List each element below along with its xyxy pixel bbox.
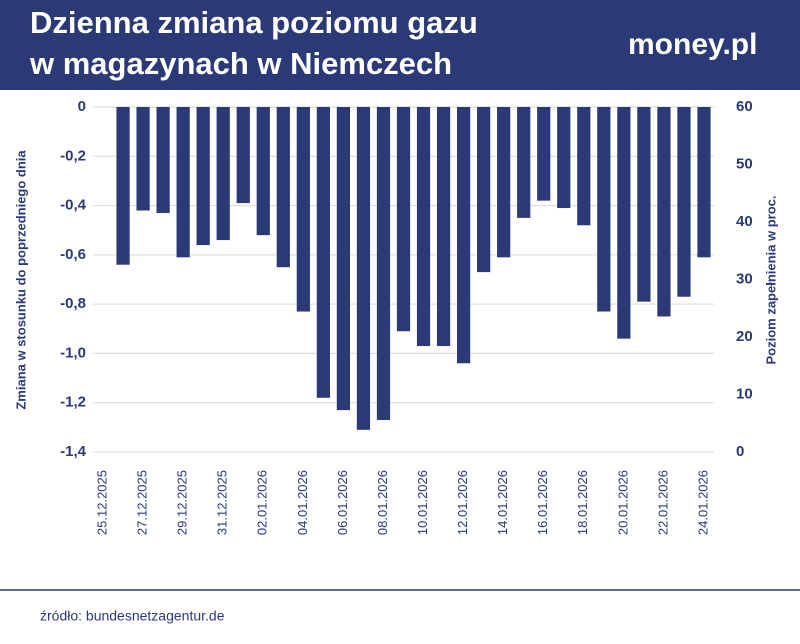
chart-title: w magazynach w Niemczech: [29, 46, 452, 81]
y-tick-label: -0,8: [60, 295, 86, 312]
bar: [557, 107, 571, 209]
bar: [176, 107, 190, 258]
chart-title: Dzienna zmiana poziomu gazu: [30, 5, 478, 40]
bar: [657, 107, 671, 317]
y-tick-label: 0: [78, 98, 86, 115]
bar: [456, 107, 471, 364]
y-axis-label: Zmiana w stosunku do poprzedniego dnia: [13, 150, 28, 410]
source: źródło: bundesnetzagentur.de: [40, 608, 225, 624]
x-tick-label: 12.01.2026: [455, 470, 470, 535]
bar: [236, 107, 250, 204]
bar: [316, 107, 330, 398]
header-band: [0, 0, 800, 90]
bar: [276, 107, 290, 268]
bar: [637, 107, 651, 302]
y-tick-label: -0,4: [60, 197, 87, 214]
y2-tick-label: 20: [736, 328, 753, 345]
x-tick-label: 04.01.2026: [295, 470, 310, 535]
y2-axis-label: Poziom zapełnienia w proc.: [763, 195, 778, 364]
bar: [256, 107, 270, 236]
y2-tick-label: 60: [736, 98, 753, 115]
x-tick-label: 10.01.2026: [415, 470, 430, 535]
bar: [697, 107, 711, 258]
y2-tick-label: 10: [736, 385, 753, 402]
x-tick-label: 08.01.2026: [375, 470, 390, 535]
bar: [436, 107, 451, 347]
y2-tick-label: 50: [736, 155, 753, 172]
x-tick-label: 27.12.2025: [135, 470, 150, 535]
bar: [677, 107, 691, 297]
x-tick-label: 16.01.2026: [535, 470, 550, 535]
bar: [577, 107, 591, 226]
bar: [517, 107, 531, 218]
y2-tick-label: 40: [736, 213, 753, 230]
logo: money.pl: [628, 28, 757, 61]
y-tick-label: -1,0: [60, 344, 86, 361]
x-tick-label: 22.01.2026: [655, 470, 670, 535]
x-tick-label: 06.01.2026: [335, 470, 350, 535]
y-tick-label: -0,6: [60, 246, 86, 263]
x-tick-label: 02.01.2026: [255, 470, 270, 535]
bar: [416, 107, 431, 347]
y-tick-label: -1,2: [60, 394, 86, 411]
y2-tick-label: 0: [736, 443, 744, 460]
x-tick-label: 31.12.2025: [215, 470, 230, 535]
bar: [537, 107, 551, 201]
bar: [296, 107, 310, 312]
x-tick-label: 24.01.2026: [695, 470, 710, 535]
bar: [376, 107, 391, 420]
x-tick-label: 25.12.2025: [94, 470, 109, 535]
y-tick-label: -0,2: [60, 147, 86, 164]
bar: [477, 107, 491, 273]
bar: [216, 107, 230, 241]
bar: [597, 107, 611, 312]
bar: [336, 107, 351, 411]
bar: [136, 107, 150, 211]
bar: [617, 107, 631, 339]
bar: [356, 107, 371, 430]
bar: [396, 107, 411, 332]
x-tick-label: 18.01.2026: [575, 470, 590, 535]
y-tick-label: -1,4: [60, 443, 87, 460]
bar: [497, 107, 511, 258]
y2-tick-label: 30: [736, 270, 753, 287]
bar: [116, 107, 130, 265]
x-tick-label: 14.01.2026: [495, 470, 510, 535]
bar: [196, 107, 210, 245]
bar: [156, 107, 170, 213]
x-tick-label: 20.01.2026: [615, 470, 630, 535]
x-tick-label: 29.12.2025: [175, 470, 190, 535]
